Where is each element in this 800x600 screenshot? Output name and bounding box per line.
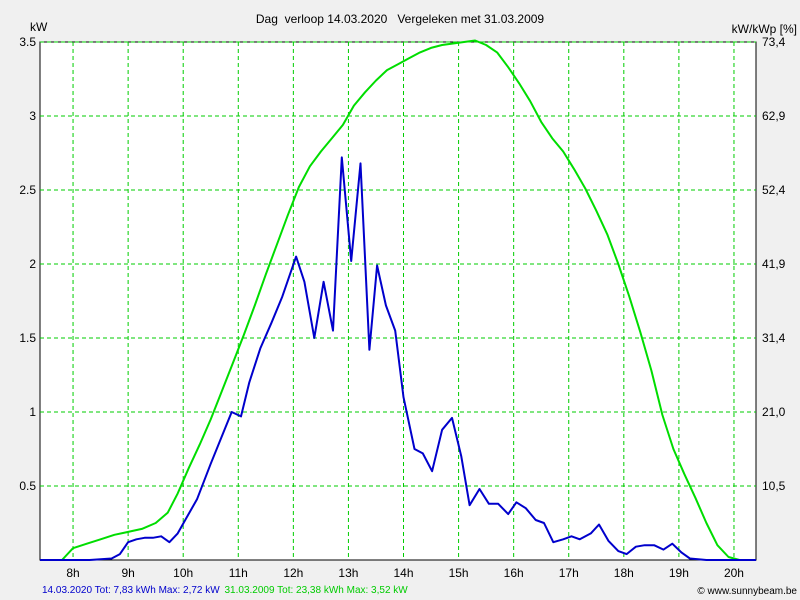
series-line-31.03.2009: [40, 39, 756, 561]
series-line-14.03.2020: [40, 156, 756, 561]
y-right-tick-label: 41,9: [762, 257, 786, 271]
y-axis-label-right: kW/kWp [%]: [732, 22, 797, 36]
x-tick-label: 17h: [559, 566, 579, 580]
x-tick-label: 13h: [338, 566, 358, 580]
chart-title: Dag verloop 14.03.2020 Vergeleken met 31…: [256, 12, 545, 26]
x-tick-label: 16h: [504, 566, 524, 580]
y-tick-label: 1.5: [19, 331, 36, 345]
y-right-tick-label: 31,4: [762, 331, 786, 345]
y-tick-label: 3.5: [19, 35, 36, 49]
y-right-tick-label: 62,9: [762, 109, 786, 123]
y-tick-labels-right: 10,5 21,0 31,4 41,9 52,4 62,9 73,4: [762, 35, 786, 493]
credit-text: © www.sunnybeam.be: [697, 586, 797, 597]
y-tick-label: 3: [29, 109, 36, 123]
x-tick-label: 9h: [121, 566, 134, 580]
x-tick-label: 10h: [173, 566, 193, 580]
y-right-tick-label: 52,4: [762, 183, 786, 197]
legend-series-2009: 31.03.2009 Tot: 23,38 kWh Max: 3,52 kW: [224, 585, 408, 596]
x-tick-label: 11h: [229, 566, 248, 580]
legend-series-2020: 14.03.2020 Tot: 7,83 kWh Max: 2,72 kW: [42, 585, 220, 596]
x-tick-label: 14h: [393, 566, 413, 580]
x-tick-label: 19h: [669, 566, 689, 580]
x-tick-label: 12h: [283, 566, 303, 580]
y-axis-label-left: kW: [30, 20, 48, 34]
plot-background: [39, 41, 757, 561]
x-tick-label: 20h: [724, 566, 744, 580]
y-tick-labels-left: 0.5 1 1.5 2 2.5 3 3.5: [19, 35, 36, 493]
y-tick-label: 0.5: [19, 479, 36, 493]
x-tick-label: 18h: [614, 566, 634, 580]
y-tick-label: 1: [29, 405, 36, 419]
grid: [40, 41, 756, 560]
y-right-tick-label: 10,5: [762, 479, 786, 493]
y-right-tick-label: 21,0: [762, 405, 786, 419]
series-layer: [40, 39, 756, 561]
footer-legend: 14.03.2020 Tot: 7,83 kWh Max: 2,72 kW 31…: [42, 585, 408, 596]
x-tick-label: 8h: [66, 566, 79, 580]
x-tick-label: 15h: [449, 566, 469, 580]
x-tick-labels: 8h 9h 10h 11h 12h 13h 14h 15h 16h 17h 18h 19h 20h: [66, 566, 744, 580]
y-tick-label: 2: [29, 257, 36, 271]
y-right-tick-label: 73,4: [762, 35, 786, 49]
y-tick-label: 2.5: [19, 183, 36, 197]
